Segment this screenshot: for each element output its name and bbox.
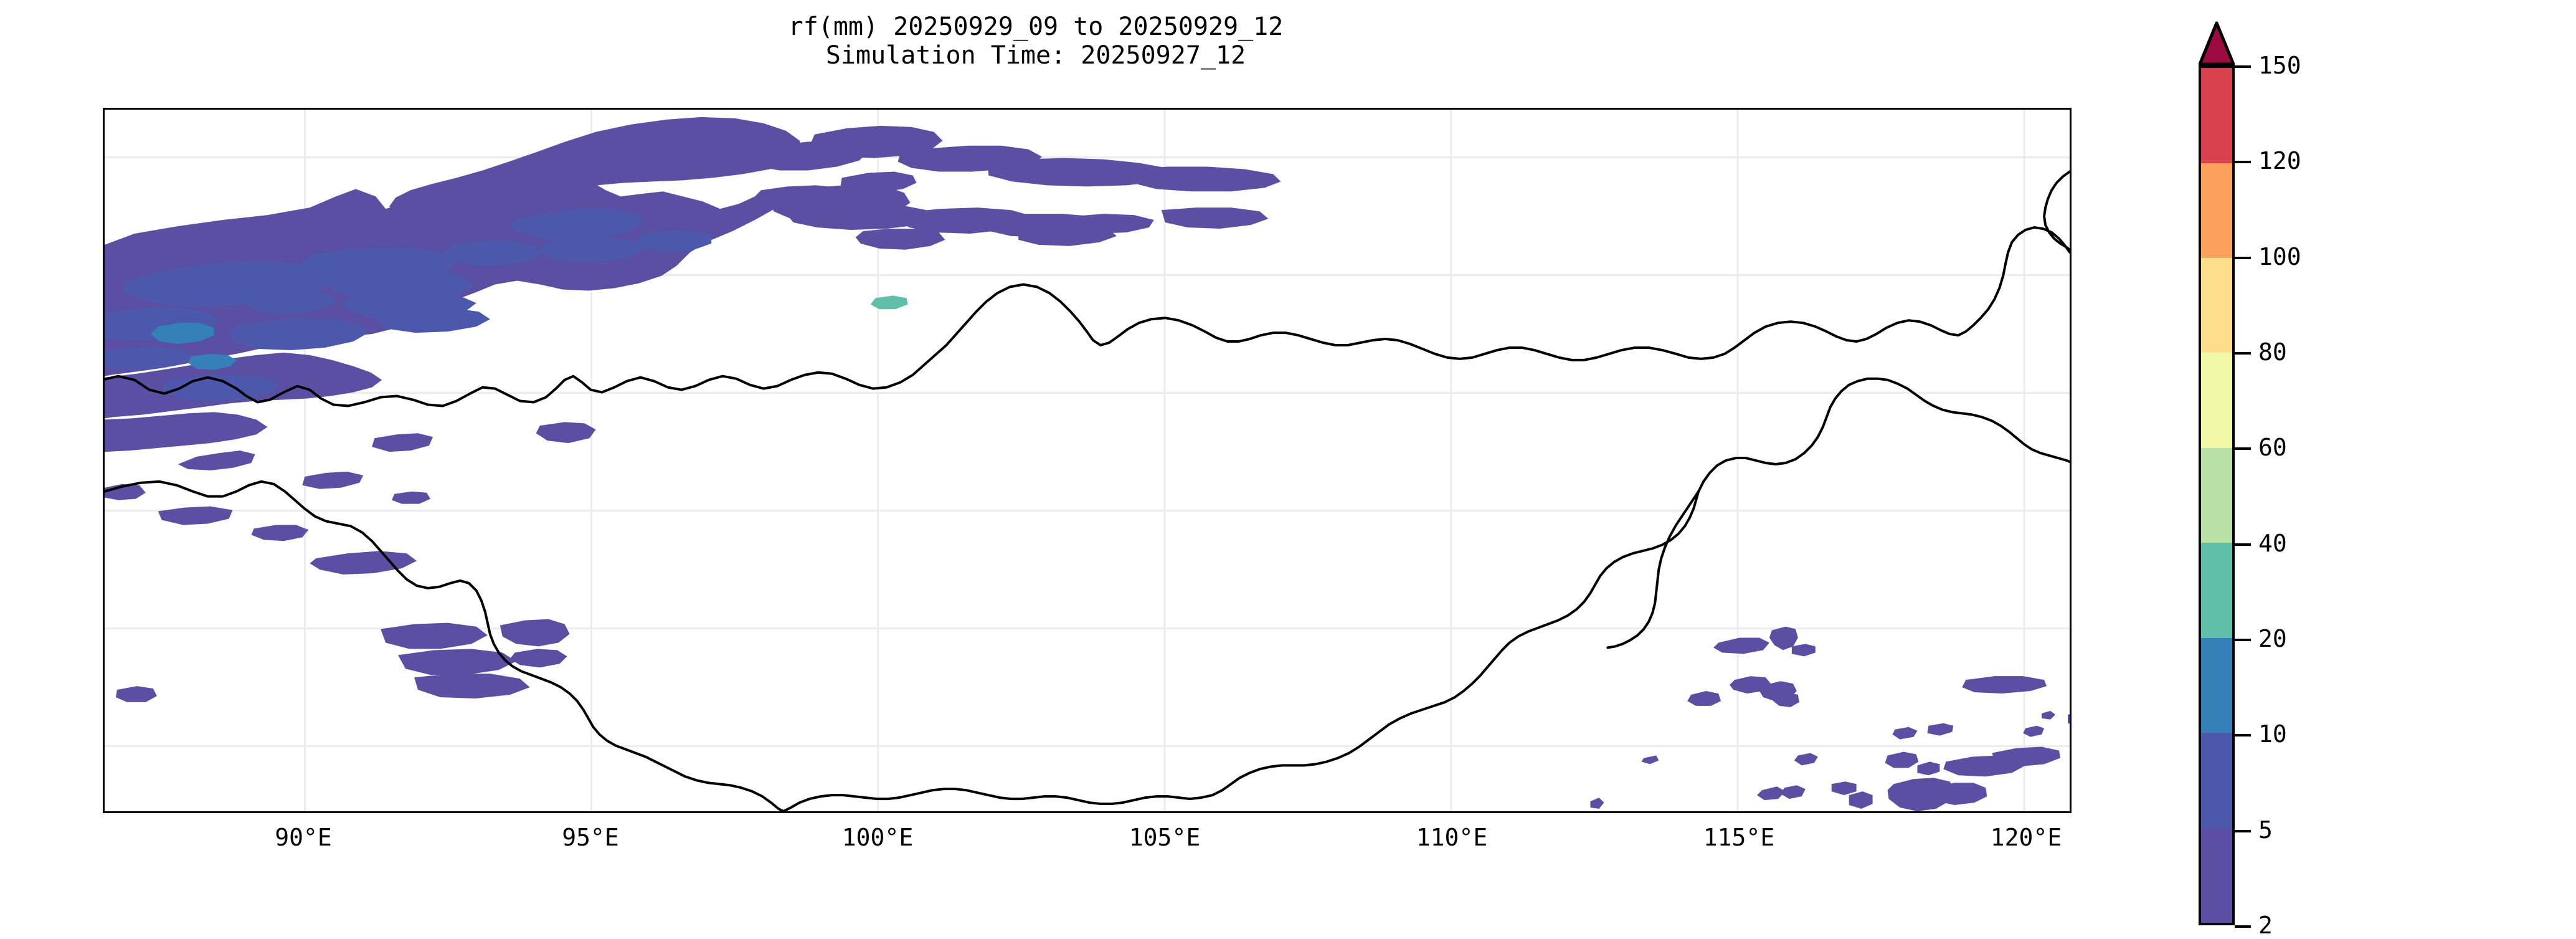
colorbar-bands	[2199, 65, 2235, 925]
colorbar-label-120: 120	[2258, 147, 2301, 174]
colorbar-tick-150	[2235, 65, 2251, 68]
colorbar-label-5: 5	[2258, 816, 2273, 844]
colorbar-tick-2	[2235, 925, 2251, 928]
country-borders	[105, 170, 2070, 811]
colorbar-band-120-150	[2201, 68, 2232, 163]
colorbar-label-2: 2	[2258, 912, 2273, 939]
chart-title: rf(mm) 20250929_09 to 20250929_12 Simula…	[0, 12, 2072, 70]
colorbar-band-5-10	[2201, 733, 2232, 828]
colorbar-band-60-80	[2201, 353, 2232, 448]
lon-tick-115e: 115°E	[1703, 824, 1775, 851]
precip-band-10-20	[150, 323, 237, 370]
colorbar-band-100-120	[2201, 163, 2232, 258]
title-line-2: Simulation Time: 20250927_12	[825, 41, 1246, 70]
colorbar-band-20-40	[2201, 543, 2232, 638]
lon-tick-90e: 90°E	[275, 824, 332, 851]
colorbar-tick-10	[2235, 734, 2251, 736]
colorbar-tick-60	[2235, 447, 2251, 450]
precip-band-5-10	[105, 209, 712, 401]
colorbar-tick-5	[2235, 830, 2251, 832]
colorbar-tick-120	[2235, 161, 2251, 163]
colorbar-label-150: 150	[2258, 52, 2301, 79]
map-svg	[105, 110, 2070, 811]
map-plot-area	[103, 108, 2072, 813]
colorbar-tick-20	[2235, 639, 2251, 641]
lon-tick-120e: 120°E	[1990, 824, 2062, 851]
title-line-1: rf(mm) 20250929_09 to 20250929_12	[788, 12, 1284, 41]
colorbar-band-80-100	[2201, 257, 2232, 353]
colorbar-band-10-20	[2201, 637, 2232, 733]
colorbar-tick-80	[2235, 352, 2251, 355]
lon-tick-95e: 95°E	[562, 824, 619, 851]
lon-tick-105e: 105°E	[1129, 824, 1201, 851]
precip-band-20-40	[870, 295, 908, 310]
precip-band-2-5	[105, 117, 1281, 702]
colorbar-band-40-60	[2201, 447, 2232, 543]
colorbar-extend-arrow	[2199, 21, 2235, 66]
lon-tick-110e: 110°E	[1416, 824, 1488, 851]
colorbar-label-80: 80	[2258, 338, 2287, 366]
map-canvas	[105, 110, 2070, 811]
colorbar-label-60: 60	[2258, 434, 2287, 461]
lon-tick-100e: 100°E	[841, 824, 914, 851]
colorbar: 2 5 10 20 40 60 80 100 120 150	[2199, 21, 2301, 939]
colorbar-tick-100	[2235, 257, 2251, 259]
colorbar-label-40: 40	[2258, 530, 2287, 557]
colorbar-label-10: 10	[2258, 720, 2287, 748]
colorbar-tick-40	[2235, 543, 2251, 546]
colorbar-band-2-5	[2201, 827, 2232, 923]
precip-southeast-scatter	[1590, 626, 2070, 811]
colorbar-label-100: 100	[2258, 243, 2301, 270]
colorbar-label-20: 20	[2258, 625, 2287, 652]
